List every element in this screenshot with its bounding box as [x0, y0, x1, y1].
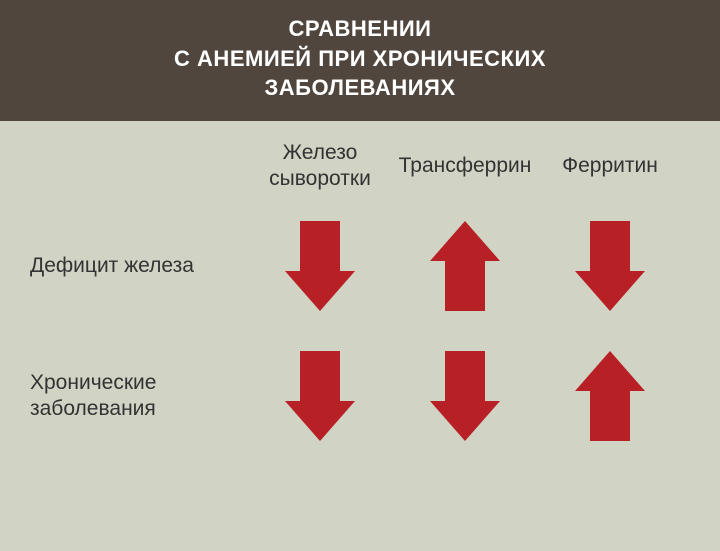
arrow-down-icon — [285, 351, 355, 441]
arrow-chronic-transferrin — [390, 351, 540, 441]
content-area: Железо сыворотки Трансферрин Ферритин Де… — [0, 121, 720, 551]
arrow-up-icon — [575, 351, 645, 441]
arrow-down-icon — [430, 351, 500, 441]
slide-title-bar: СРАВНЕНИИ С АНЕМИЕЙ ПРИ ХРОНИЧЕСКИХ ЗАБО… — [0, 0, 720, 121]
arrow-iron-def-serum — [250, 221, 390, 311]
title-line-3: ЗАБОЛЕВАНИЯХ — [264, 75, 455, 100]
arrow-iron-def-transferrin — [390, 221, 540, 311]
arrow-chronic-ferritin — [540, 351, 680, 441]
arrow-down-icon — [575, 221, 645, 311]
col-header-transferrin: Трансферрин — [390, 153, 540, 179]
row-label-chronic-disease: Хронические заболевания — [30, 370, 250, 423]
row-label-iron-deficiency: Дефицит железа — [30, 253, 250, 279]
title-line-2: С АНЕМИЕЙ ПРИ ХРОНИЧЕСКИХ — [174, 46, 546, 71]
col-header-serum-iron: Железо сыворотки — [250, 140, 390, 193]
title-line-1: СРАВНЕНИИ — [289, 16, 432, 41]
arrow-chronic-serum — [250, 351, 390, 441]
arrow-up-icon — [430, 221, 500, 311]
comparison-grid: Железо сыворотки Трансферрин Ферритин Де… — [30, 131, 690, 461]
col-header-ferritin: Ферритин — [540, 153, 680, 179]
arrow-iron-def-ferritin — [540, 221, 680, 311]
arrow-down-icon — [285, 221, 355, 311]
